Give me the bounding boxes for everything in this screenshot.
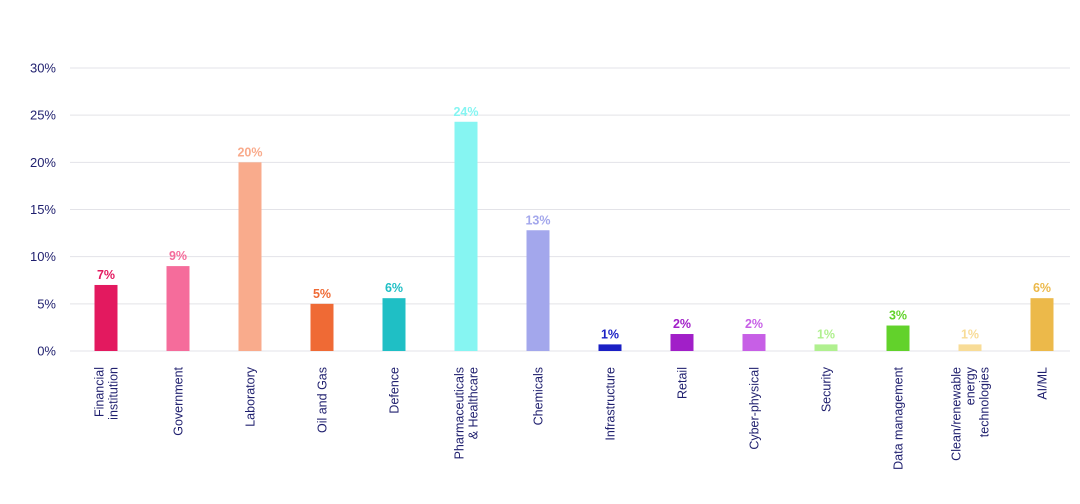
category-label-line: institution (107, 367, 121, 420)
bar (310, 303, 334, 351)
category-label-line: Security (820, 366, 834, 412)
category-label: Chemicals (532, 367, 546, 425)
category-label: Security (820, 366, 834, 412)
y-tick-label: 20% (30, 155, 56, 170)
bar (958, 344, 982, 351)
category-label-line: Laboratory (244, 366, 258, 427)
data-label: 3% (889, 309, 907, 323)
y-tick-label: 30% (30, 61, 56, 76)
data-label: 6% (385, 281, 403, 295)
data-labels: 7% 9% 20% 5% 6% 24% 13% 1% 2% 2% 1% 3% 1% 6% (97, 105, 1051, 342)
category-label: Clean/renewable energy technologies (950, 366, 992, 461)
category-label: Government (172, 366, 186, 435)
category-label-line: Oil and Gas (316, 367, 330, 433)
data-label: 1% (601, 327, 619, 341)
category-label-line: AI/ML (1036, 367, 1050, 400)
y-tick-label: 0% (37, 344, 56, 359)
data-label: 1% (817, 327, 835, 341)
category-label: Pharmaceuticals & Healthcare (453, 367, 481, 459)
bar (382, 298, 406, 351)
data-label: 5% (313, 287, 331, 301)
y-tick-label: 10% (30, 249, 56, 264)
category-label: Infrastructure (604, 367, 618, 441)
category-label-line: technologies (978, 367, 992, 437)
category-label: Oil and Gas (316, 367, 330, 433)
category-label-line: Government (172, 366, 186, 435)
data-label: 2% (745, 317, 763, 331)
category-label: Laboratory (244, 366, 258, 427)
data-label: 2% (673, 317, 691, 331)
data-label: 20% (237, 145, 262, 159)
category-label: Retail (676, 367, 690, 399)
bar (670, 334, 694, 351)
category-label-line: energy (964, 366, 978, 405)
data-label: 24% (453, 105, 478, 119)
y-axis-ticks: 0% 5% 10% 15% 20% 25% 30% (30, 61, 56, 359)
bars (94, 121, 1054, 352)
gridlines (70, 67, 1070, 352)
category-label-line: Chemicals (532, 367, 546, 425)
bar (742, 334, 766, 351)
data-label: 7% (97, 268, 115, 282)
bar (814, 344, 838, 351)
bar (454, 121, 478, 352)
y-tick-label: 15% (30, 202, 56, 217)
category-label: Financial institution (93, 367, 121, 420)
category-label: AI/ML (1036, 367, 1050, 400)
category-label-line: & Healthcare (467, 367, 481, 439)
data-label: 13% (525, 213, 550, 227)
bar (886, 325, 910, 351)
x-axis-labels: Financial institution Government Laboratory… (93, 366, 1050, 470)
category-label-line: Cyber-physical (748, 367, 762, 450)
category-label: Defence (388, 367, 402, 414)
category-label-line: Defence (388, 367, 402, 414)
category-label-line: Infrastructure (604, 367, 618, 441)
bar (1030, 298, 1054, 351)
bar (238, 162, 262, 351)
category-label-line: Clean/renewable (950, 367, 964, 461)
data-label: 9% (169, 249, 187, 263)
bar (94, 284, 118, 351)
data-label: 6% (1033, 281, 1051, 295)
bar (598, 344, 622, 351)
category-label-line: Retail (676, 367, 690, 399)
category-label-line: Financial (93, 367, 107, 417)
bar (166, 266, 190, 351)
bar (526, 230, 550, 351)
category-label-line: Pharmaceuticals (453, 367, 467, 459)
category-label-line: Data management (892, 366, 906, 469)
category-label: Cyber-physical (748, 367, 762, 450)
y-tick-label: 25% (30, 108, 56, 123)
data-label: 1% (961, 327, 979, 341)
category-label: Data management (892, 366, 906, 469)
y-tick-label: 5% (37, 296, 56, 311)
